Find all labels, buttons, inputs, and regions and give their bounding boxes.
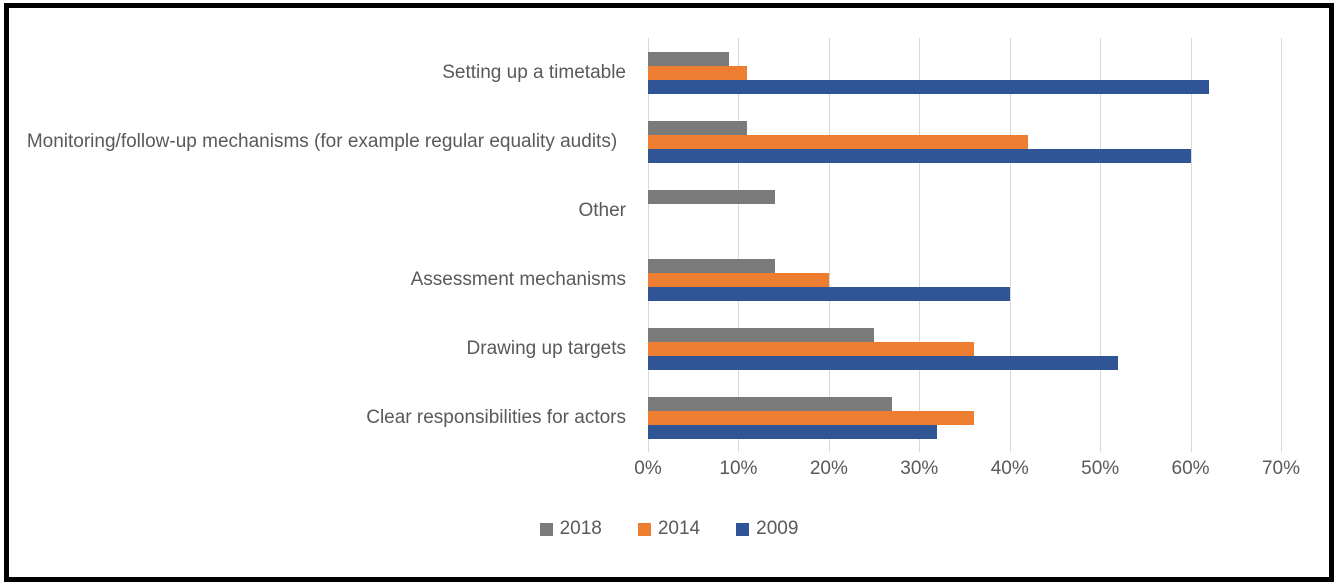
legend-item-2014: 2014 — [637, 518, 701, 540]
category-label-assessment-mechanisms: Assessment mechanisms — [410, 268, 626, 290]
legend-label-2009: 2009 — [756, 518, 799, 539]
gridline-20% — [828, 38, 830, 452]
x-tick-label-20%: 20% — [809, 458, 848, 479]
category-axis: Setting up a timetable Monitoring/follow-… — [18, 38, 626, 452]
bar-2009-setting-up-a-timetable — [648, 79, 1209, 94]
bar-2014-clear-responsibilities-for-actors — [648, 410, 974, 425]
bar-2009-clear-responsibilities-for-actors — [648, 424, 938, 439]
bar-2009-drawing-up-targets — [648, 355, 1119, 370]
x-tick-label-50%: 50% — [1081, 458, 1120, 479]
legend: 2018 2014 2009 — [0, 518, 1338, 540]
legend-label-2018: 2018 — [559, 518, 602, 539]
bar-2018-other — [648, 189, 775, 204]
x-tick-label-40%: 40% — [990, 458, 1029, 479]
bar-2018-monitoring-follow-up-mechanisms-for-exam — [648, 120, 748, 135]
bar-2014-monitoring-follow-up-mechanisms-for-exam — [648, 134, 1028, 149]
category-label-monitoring-follow-up-mechanisms-for-exam: Monitoring/follow-up mechanisms (for exa… — [26, 130, 618, 152]
legend-swatch-2018 — [539, 522, 553, 536]
category-label-other: Other — [578, 199, 626, 221]
value-axis: 0% 10% 20% 30% 40% 50% 60% 70% — [634, 458, 1300, 484]
x-tick-label-60%: 60% — [1171, 458, 1210, 479]
bar-group-clear-responsibilities-for-actors — [648, 383, 1281, 452]
gridline-60% — [1190, 38, 1192, 452]
gridline-40% — [1009, 38, 1011, 452]
category-label-drawing-up-targets: Drawing up targets — [466, 337, 626, 359]
bar-2018-setting-up-a-timetable — [648, 51, 730, 66]
gridline-50% — [1100, 38, 1102, 452]
legend-swatch-2009 — [736, 522, 750, 536]
gridline-70% — [1281, 38, 1282, 452]
bar-2009-monitoring-follow-up-mechanisms-for-exam — [648, 148, 1191, 163]
x-tick-label-30%: 30% — [900, 458, 939, 479]
bar-2014-drawing-up-targets — [648, 341, 974, 356]
plot-area — [648, 38, 1282, 452]
gridline-10% — [738, 38, 740, 452]
bar-2014-setting-up-a-timetable — [648, 65, 748, 80]
bar-2018-assessment-mechanisms — [648, 258, 775, 273]
bar-2018-drawing-up-targets — [648, 327, 875, 342]
bar-2018-clear-responsibilities-for-actors — [648, 396, 893, 411]
legend-label-2014: 2014 — [657, 518, 701, 539]
gridline-0% — [648, 38, 649, 452]
bar-group-monitoring-follow-up-mechanisms-for-exam — [648, 107, 1281, 176]
bar-2014-assessment-mechanisms — [648, 272, 829, 287]
legend-item-2009: 2009 — [736, 518, 798, 540]
legend-swatch-2014 — [637, 522, 651, 536]
x-tick-label-10%: 10% — [719, 458, 758, 479]
bar-2009-assessment-mechanisms — [648, 286, 1010, 301]
gridline-30% — [919, 38, 921, 452]
category-label-setting-up-a-timetable: Setting up a timetable — [442, 61, 626, 83]
bar-group-assessment-mechanisms — [648, 245, 1281, 314]
category-label-clear-responsibilities-for-actors: Clear responsibilities for actors — [366, 406, 626, 428]
bar-group-drawing-up-targets — [648, 314, 1281, 383]
x-tick-label-0%: 0% — [634, 458, 662, 479]
bar-group-other — [648, 176, 1281, 245]
legend-item-2018: 2018 — [539, 518, 602, 540]
bar-group-setting-up-a-timetable — [648, 38, 1281, 107]
x-tick-label-70%: 70% — [1261, 458, 1301, 479]
